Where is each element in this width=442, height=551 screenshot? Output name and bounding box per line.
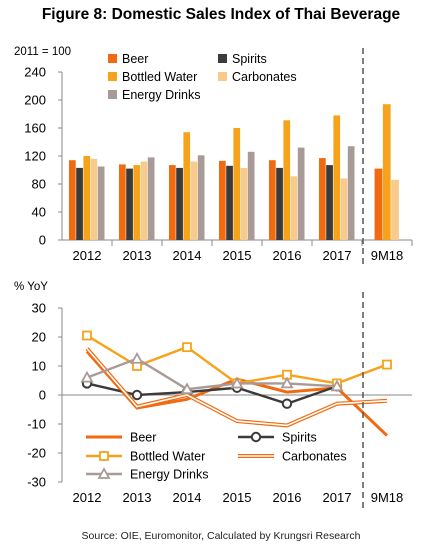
bar-energy-drinks-2014 bbox=[197, 155, 205, 240]
line-point-energy-drinks-2012 bbox=[80, 370, 94, 383]
line-point-bottled-water-2012 bbox=[82, 330, 92, 341]
bar-y-tick-80: 80 bbox=[32, 177, 46, 192]
line-y-tick-0: 0 bbox=[39, 388, 46, 403]
bar-spirits-2015 bbox=[226, 165, 233, 240]
bar-legend-swatch-beer bbox=[108, 54, 117, 63]
bar-carbonates-2014 bbox=[190, 161, 198, 240]
figure-title: Figure 8: Domestic Sales Index of Thai B… bbox=[41, 6, 401, 23]
line-point-energy-drinks-2013 bbox=[130, 351, 144, 364]
bar-x-tick-2017: 2017 bbox=[323, 248, 352, 263]
line-x-tick-2012: 2012 bbox=[73, 490, 102, 505]
bar-carbonates-2012 bbox=[90, 158, 98, 240]
bar-beer-2016 bbox=[269, 160, 276, 240]
bar-spirits-2016 bbox=[276, 167, 283, 240]
bar-energy-drinks-2013 bbox=[147, 157, 155, 240]
line-legend-marker-spirits bbox=[250, 431, 262, 443]
line-legend-label-carbonates: Carbonates bbox=[282, 450, 347, 464]
line-y-tick-neg30: -30 bbox=[27, 475, 46, 490]
bar-x-tick-2012: 2012 bbox=[73, 248, 102, 263]
line-point-bottled-water-2014 bbox=[182, 342, 192, 353]
bar-beer-2014 bbox=[169, 165, 176, 240]
bar-legend-swatch-energy-drinks bbox=[108, 90, 117, 99]
bar-legend-label-energy-drinks: Energy Drinks bbox=[122, 88, 201, 102]
line-legend-label-bottled-water: Bottled Water bbox=[130, 450, 205, 464]
bar-y-tick-160: 160 bbox=[24, 121, 46, 136]
bar-energy-drinks-2015 bbox=[247, 151, 255, 240]
line-legend-marker-bottled-water bbox=[99, 451, 109, 461]
bar-carbonates-2015 bbox=[240, 167, 248, 240]
bar-x-tick-2013: 2013 bbox=[123, 248, 152, 263]
line-legend-label-energy-drinks: Energy Drinks bbox=[130, 468, 209, 482]
line-legend-label-spirits: Spirits bbox=[282, 431, 317, 445]
line-point-energy-drinks-2017 bbox=[330, 379, 344, 392]
bar-y-tick-120: 120 bbox=[24, 149, 46, 164]
line-y-tick-neg10: -10 bbox=[27, 417, 46, 432]
bar-bottled-water-2015 bbox=[233, 128, 241, 240]
line-point-energy-drinks-2015 bbox=[230, 376, 244, 389]
bar-spirits-2014 bbox=[176, 167, 183, 240]
bar-beer-2012 bbox=[69, 160, 76, 240]
bar-carbonates-9m18 bbox=[391, 179, 399, 240]
bar-beer-2015 bbox=[219, 160, 226, 240]
line-y-tick-20: 20 bbox=[32, 330, 46, 345]
bar-energy-drinks-2017 bbox=[347, 146, 355, 240]
line-point-energy-drinks-2016 bbox=[280, 376, 294, 389]
bar-spirits-2017 bbox=[326, 165, 333, 240]
bar-beer-2013 bbox=[119, 164, 126, 240]
bar-x-tick-2014: 2014 bbox=[173, 248, 202, 263]
bar-bottled-water-2016 bbox=[283, 120, 291, 240]
line-y-tick-30: 30 bbox=[32, 301, 46, 316]
bar-legend-label-bottled-water: Bottled Water bbox=[122, 70, 197, 84]
line-legend-marker-energy-drinks bbox=[97, 467, 111, 479]
line-y-tick-neg20: -20 bbox=[27, 446, 46, 461]
line-point-spirits-2016 bbox=[281, 398, 293, 409]
line-x-tick-2013: 2013 bbox=[123, 490, 152, 505]
bar-energy-drinks-2016 bbox=[297, 147, 305, 240]
bar-bottled-water-2012 bbox=[83, 156, 91, 240]
bar-carbonates-2016 bbox=[290, 176, 298, 240]
bar-carbonates-2017 bbox=[340, 178, 348, 240]
line-series-energy-drinks bbox=[86, 357, 338, 391]
bar-y-tick-40: 40 bbox=[32, 205, 46, 220]
bar-beer-9m18 bbox=[374, 168, 383, 240]
bar-y-tick-240: 240 bbox=[24, 65, 46, 80]
bar-energy-drinks-2012 bbox=[97, 166, 105, 240]
bar-spirits-2012 bbox=[76, 167, 83, 240]
bar-legend-label-spirits: Spirits bbox=[232, 52, 267, 66]
bar-y-tick-200: 200 bbox=[24, 93, 46, 108]
line-x-tick-9m18: 9M18 bbox=[371, 490, 404, 505]
line-x-tick-2014: 2014 bbox=[173, 490, 202, 505]
bar-legend-label-carbonates: Carbonates bbox=[232, 70, 297, 84]
line-series-spirits bbox=[86, 382, 338, 405]
bar-beer-2017 bbox=[319, 158, 326, 240]
bar-legend-swatch-spirits bbox=[218, 54, 227, 63]
bar-x-tick-2016: 2016 bbox=[273, 248, 302, 263]
bar-spirits-2013 bbox=[126, 168, 133, 240]
line-legend-label-beer: Beer bbox=[130, 431, 156, 445]
line-point-bottled-water-9m18 bbox=[382, 359, 392, 370]
line-x-tick-2015: 2015 bbox=[223, 490, 252, 505]
bar-legend-label-beer: Beer bbox=[122, 52, 148, 66]
line-point-energy-drinks-2014 bbox=[180, 382, 194, 395]
source-note: Source: OIE, Euromonitor, Calculated by … bbox=[81, 530, 361, 542]
bar-x-tick-2015: 2015 bbox=[223, 248, 252, 263]
bar-bottled-water-2013 bbox=[133, 165, 141, 240]
bar-bottled-water-2017 bbox=[333, 115, 341, 240]
bar-legend-swatch-bottled-water bbox=[108, 72, 117, 81]
bar-x-tick-9m18: 9M18 bbox=[371, 248, 404, 263]
line-series-carbonates bbox=[86, 348, 388, 427]
bar-y-tick-0: 0 bbox=[39, 233, 46, 248]
line-x-tick-2016: 2016 bbox=[273, 490, 302, 505]
line-y-tick-10: 10 bbox=[32, 359, 46, 374]
line-x-tick-2017: 2017 bbox=[323, 490, 352, 505]
bar-carbonates-2013 bbox=[140, 161, 148, 240]
bar-unit-label: 2011 = 100 bbox=[14, 46, 71, 58]
line-point-spirits-2013 bbox=[131, 389, 143, 401]
bar-legend-swatch-carbonates bbox=[218, 72, 227, 81]
line-y-label: % YoY bbox=[14, 281, 48, 293]
bar-bottled-water-2014 bbox=[183, 132, 191, 240]
bar-bottled-water-9m18 bbox=[382, 104, 391, 240]
